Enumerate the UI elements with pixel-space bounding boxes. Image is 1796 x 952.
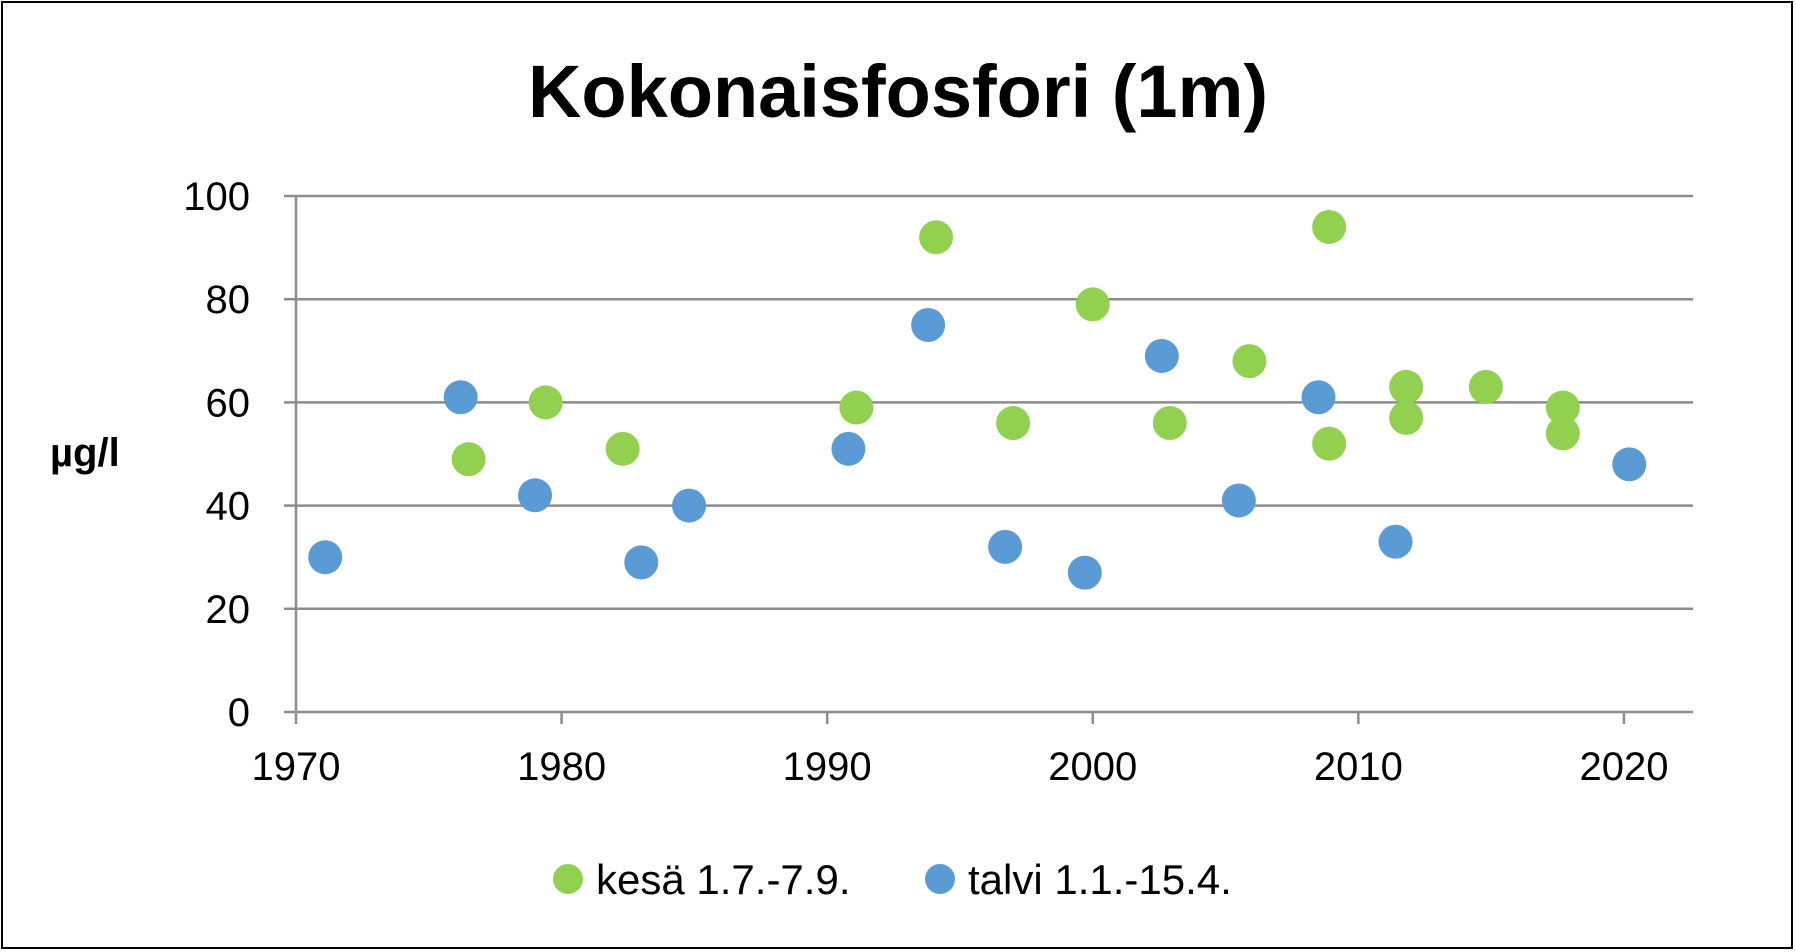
y-tick-label-60: 60 <box>206 381 251 425</box>
x-tick-label-1990: 1990 <box>783 745 872 789</box>
kesa-point-10 <box>1312 209 1347 244</box>
kesa-point-3 <box>839 390 874 425</box>
talvi-point-11 <box>1301 380 1336 415</box>
x-tick-label-2000: 2000 <box>1048 745 1137 789</box>
legend-marker-kesa <box>553 864 583 894</box>
y-tick-label-40: 40 <box>206 485 251 529</box>
kesa-point-4 <box>919 220 954 255</box>
y-tick-label-0: 0 <box>228 691 250 735</box>
legend-label-talvi: talvi 1.1.-15.4. <box>968 856 1232 903</box>
x-tick-label-1970: 1970 <box>252 745 341 789</box>
talvi-point-9 <box>1144 338 1179 373</box>
talvi-point-3 <box>624 545 659 580</box>
talvi-point-6 <box>911 308 946 342</box>
chart-title: Kokonaisfosfori (1m) <box>528 50 1268 133</box>
talvi-point-10 <box>1221 483 1256 518</box>
axes <box>284 194 1693 724</box>
kesa-point-1 <box>528 385 563 420</box>
talvi-point-1 <box>443 380 478 415</box>
x-tick-label-2020: 2020 <box>1579 745 1668 789</box>
kesa-point-7 <box>1152 406 1187 441</box>
kesa-point-9 <box>1312 426 1347 461</box>
y-tick-label-20: 20 <box>206 588 251 632</box>
x-tick-label-2010: 2010 <box>1314 745 1403 789</box>
y-axis-label: µg/l <box>50 431 120 475</box>
x-tick-labels: 1970 1980 1990 2000 2010 2020 <box>252 745 1669 789</box>
legend: kesä 1.7.-7.9. talvi 1.1.-15.4. <box>553 856 1232 903</box>
kesa-point-13 <box>1468 369 1503 404</box>
kesa-point-0 <box>451 442 486 477</box>
talvi-point-4 <box>672 488 707 523</box>
kesa-point-12 <box>1389 400 1424 435</box>
kesa-point-2 <box>605 431 640 466</box>
x-tick-label-1980: 1980 <box>517 745 606 789</box>
y-tick-label-100: 100 <box>183 175 250 219</box>
kesa-point-6 <box>1075 287 1110 322</box>
legend-marker-talvi <box>925 864 955 894</box>
kesa-point-5 <box>996 406 1031 441</box>
legend-label-kesa: kesä 1.7.-7.9. <box>596 856 850 903</box>
kesa-point-8 <box>1232 344 1267 379</box>
kesa-point-14 <box>1545 390 1580 425</box>
talvi-point-8 <box>1067 555 1102 590</box>
y-tick-labels: 0 20 40 60 80 100 <box>183 175 250 735</box>
talvi-point-2 <box>518 478 553 513</box>
data-points <box>308 209 1647 590</box>
kesa-point-11 <box>1389 369 1424 404</box>
talvi-point-0 <box>308 540 343 575</box>
talvi-point-12 <box>1378 524 1413 559</box>
talvi-point-5 <box>831 431 866 466</box>
talvi-point-7 <box>988 529 1023 564</box>
y-tick-label-80: 80 <box>206 278 251 322</box>
kesa-point-15 <box>1545 416 1580 451</box>
talvi-point-13 <box>1612 447 1647 482</box>
